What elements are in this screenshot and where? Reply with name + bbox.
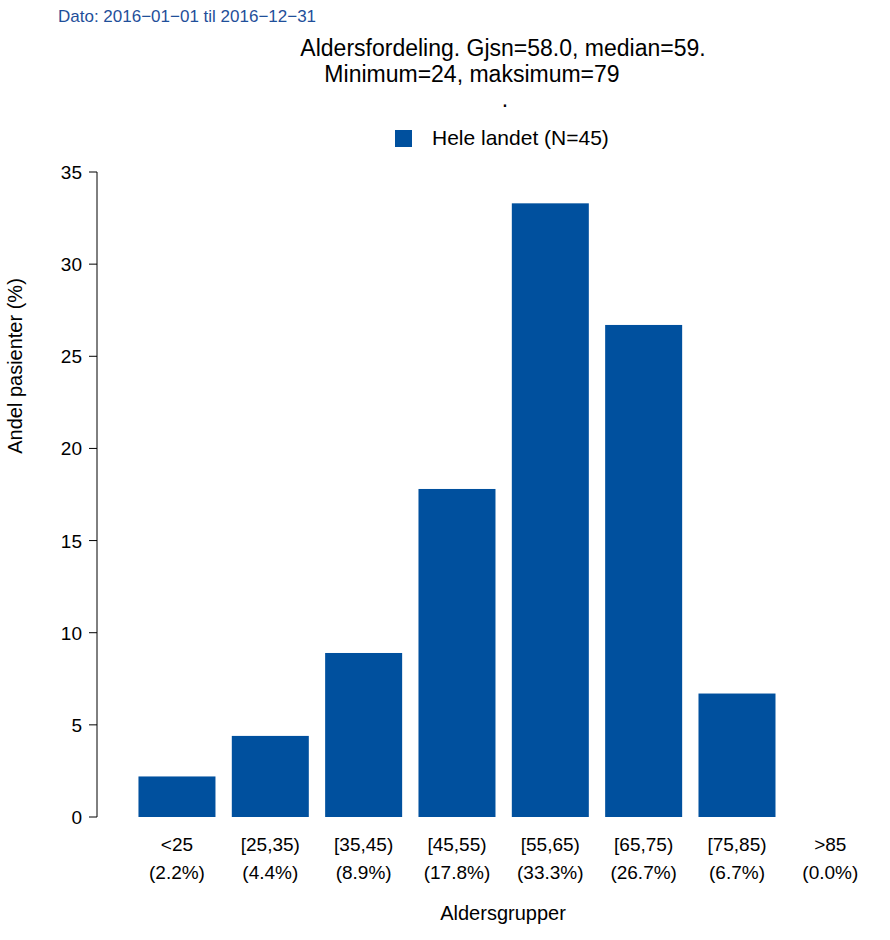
- bar: [512, 203, 589, 817]
- y-tick: [89, 356, 97, 357]
- y-axis-label: Andel pasienter (%): [4, 278, 26, 454]
- x-tick-label: [65,75): [614, 834, 673, 855]
- bar: [325, 653, 402, 817]
- y-tick: [89, 540, 97, 541]
- y-tick-label: 35: [61, 162, 82, 183]
- value-label: (17.8%): [424, 862, 491, 883]
- x-tick-label: [55,65): [521, 834, 580, 855]
- y-axis-line: [97, 172, 98, 817]
- y-tick-label: 0: [71, 807, 82, 828]
- y-tick-label: 10: [61, 623, 82, 644]
- y-tick: [89, 632, 97, 633]
- x-axis-label: Aldersgrupper: [440, 902, 566, 924]
- subtitle: Minimum=24, maksimum=79: [324, 61, 619, 87]
- y-tick-label: 30: [61, 254, 82, 275]
- y-tick-label: 5: [71, 715, 82, 736]
- y-tick: [89, 817, 97, 818]
- bar: [232, 736, 309, 817]
- bar: [418, 489, 495, 817]
- chart: Dato: 2016−01−01 til 2016−12−31 Aldersfor…: [0, 0, 890, 940]
- value-label: (0.0%): [802, 862, 858, 883]
- value-label: (26.7%): [610, 862, 677, 883]
- value-label: (4.4%): [242, 862, 298, 883]
- x-tick-label: [35,45): [334, 834, 393, 855]
- x-tick-label: <25: [161, 834, 193, 855]
- y-tick: [89, 172, 97, 173]
- bar: [698, 694, 775, 817]
- legend-label: Hele landet (N=45): [432, 126, 609, 149]
- value-label: (2.2%): [149, 862, 205, 883]
- title-dot: .: [502, 86, 508, 112]
- legend-swatch: [395, 130, 412, 147]
- value-label: (8.9%): [336, 862, 392, 883]
- y-tick: [89, 448, 97, 449]
- y-tick: [89, 264, 97, 265]
- bar: [605, 325, 682, 817]
- x-tick-label: [45,55): [427, 834, 486, 855]
- bars: [138, 203, 775, 817]
- y-tick-label: 20: [61, 438, 82, 459]
- bar: [138, 776, 215, 817]
- date-annotation: Dato: 2016−01−01 til 2016−12−31: [58, 7, 316, 26]
- y-tick: [89, 724, 97, 725]
- y-tick-label: 15: [61, 531, 82, 552]
- x-tick-label: [75,85): [707, 834, 766, 855]
- x-tick-label: >85: [814, 834, 846, 855]
- value-label: (33.3%): [517, 862, 584, 883]
- x-tick-label: [25,35): [241, 834, 300, 855]
- value-label: (6.7%): [709, 862, 765, 883]
- title: Aldersfordeling. Gjsn=58.0, median=59.: [300, 35, 705, 61]
- bar: [792, 817, 869, 818]
- y-tick-label: 25: [61, 346, 82, 367]
